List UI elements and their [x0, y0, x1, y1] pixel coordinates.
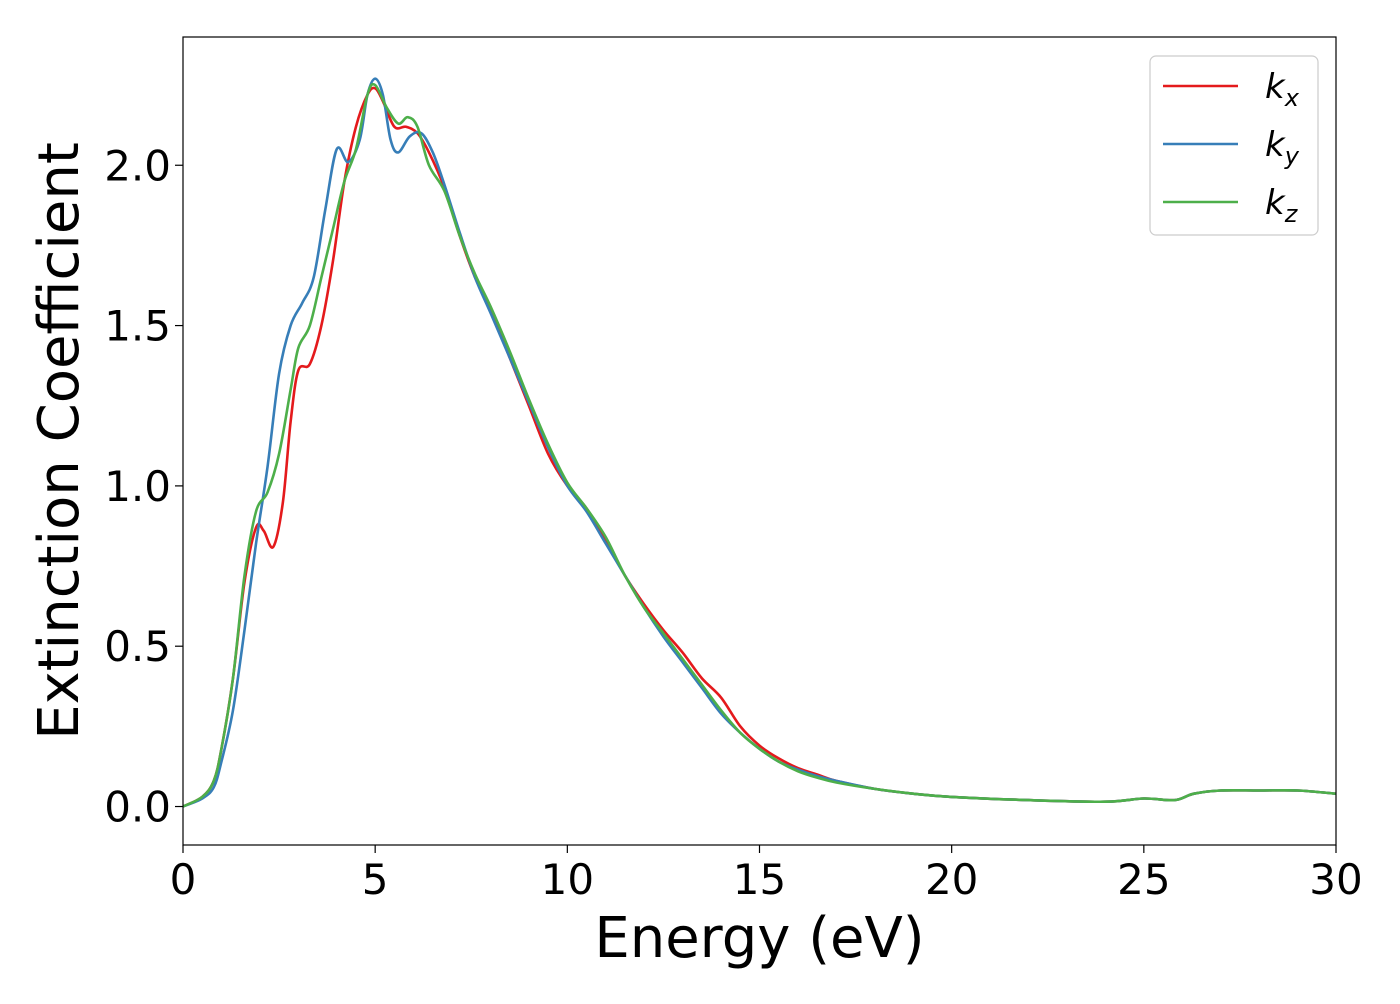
- x-tick-label: 20: [925, 855, 978, 904]
- x-axis-label: Energy (eV): [594, 906, 924, 971]
- legend-box: [1149, 55, 1319, 236]
- x-tick-label: 25: [1117, 855, 1170, 904]
- y-tick-label: 1.5: [104, 302, 171, 351]
- y-axis-label: Extinction Coefficient: [27, 142, 92, 740]
- y-tick-label: 0.5: [104, 622, 171, 671]
- y-tick-label: 1.0: [104, 462, 171, 511]
- legend-label-y: ky: [1265, 125, 1300, 170]
- x-tick-label: 15: [733, 855, 786, 904]
- legend: kx ky kz: [1149, 55, 1319, 236]
- x-tick-label: 30: [1309, 855, 1362, 904]
- series-layer: [182, 77, 1337, 808]
- series-line-z: [182, 82, 1337, 808]
- y-tick-label: 2.0: [104, 141, 171, 190]
- legend-label-z: kz: [1265, 183, 1299, 228]
- x-tick-label: 0: [170, 855, 197, 904]
- y-tick-label: 0.0: [104, 783, 171, 832]
- ticks-layer: 0 5 10 15 20 25 30 0.0 0.5 1.0 1.5 2.0: [104, 141, 1363, 904]
- legend-label-x: kx: [1265, 67, 1300, 112]
- x-tick-label: 10: [541, 855, 594, 904]
- x-tick-label: 5: [362, 855, 389, 904]
